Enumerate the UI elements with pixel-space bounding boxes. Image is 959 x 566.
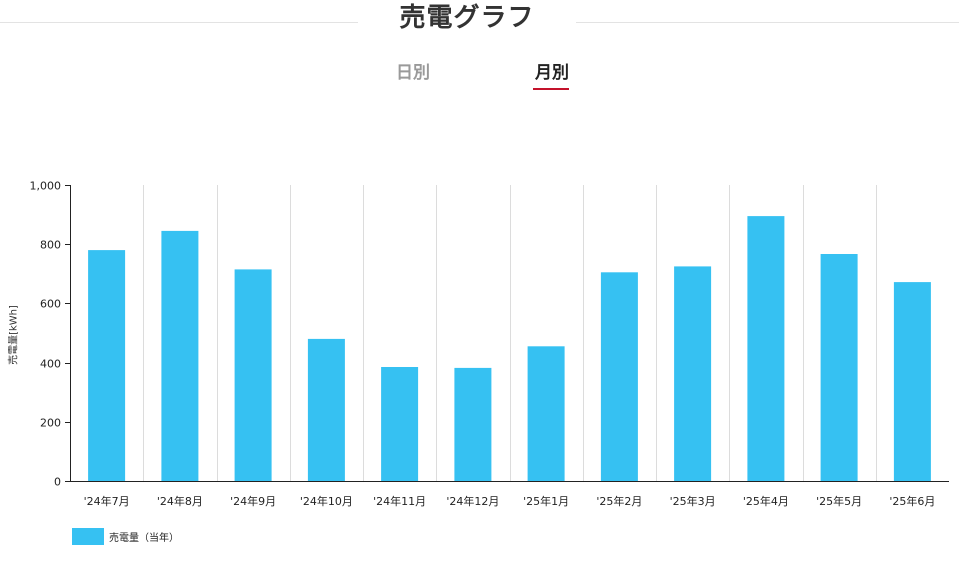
bar-chart: 0 200 400 600 800 1,000 '24年7月 '24年8月 '24年9月 '24年… — [30, 180, 949, 508]
x-tick-label: '25年6月 — [889, 494, 935, 508]
x-tick-label: '25年1月 — [523, 494, 569, 508]
page-title: 売電グラフ — [399, 3, 535, 33]
y-tick-label: 600 — [40, 298, 61, 311]
bar — [820, 254, 858, 481]
tab-monthly[interactable]: 月別 — [535, 63, 569, 83]
bar — [307, 338, 345, 481]
y-tick-label: 400 — [40, 358, 61, 371]
bar — [893, 282, 931, 481]
bar — [674, 266, 712, 481]
y-tick-label: 0 — [54, 476, 61, 489]
x-tick-label: '24年7月 — [84, 494, 130, 508]
bar — [381, 367, 419, 481]
x-tick-label: '24年11月 — [373, 494, 426, 508]
bar — [234, 269, 272, 481]
legend-label: 売電量（当年） — [109, 533, 179, 544]
legend-swatch — [72, 528, 104, 545]
x-tick-label: '25年3月 — [670, 494, 716, 508]
x-tick-label: '25年4月 — [743, 494, 789, 508]
x-tick-label: '24年12月 — [446, 494, 499, 508]
x-tick-label: '24年10月 — [300, 494, 353, 508]
bar — [600, 272, 638, 481]
period-tabs: 日別 月別 — [0, 60, 959, 96]
x-tick-label: '24年9月 — [230, 494, 276, 508]
bar — [454, 367, 492, 481]
x-tick-label: '24年8月 — [157, 494, 203, 508]
x-tick-label: '25年5月 — [816, 494, 862, 508]
bar — [527, 346, 565, 481]
bar — [161, 230, 199, 481]
y-tick-label: 200 — [40, 417, 61, 430]
tab-daily[interactable]: 日別 — [396, 63, 430, 83]
x-tick-label: '25年2月 — [596, 494, 642, 508]
title-row: 売電グラフ — [0, 0, 959, 40]
bar — [747, 216, 785, 481]
y-tick-label: 1,000 — [30, 180, 62, 193]
bar — [88, 250, 126, 481]
y-tick-label: 800 — [40, 239, 61, 252]
active-tab-underline — [533, 88, 569, 90]
title-divider-left — [0, 22, 358, 23]
title-divider-right — [576, 22, 959, 23]
